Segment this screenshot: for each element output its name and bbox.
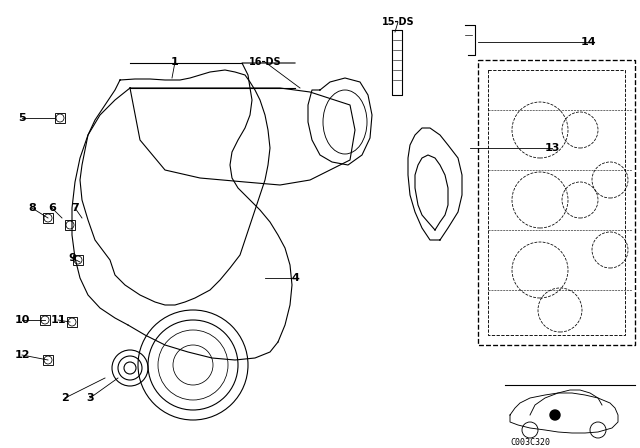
Bar [40,315,50,325]
Bar [73,255,83,265]
Text: C003C320: C003C320 [510,438,550,447]
Text: 8: 8 [28,203,36,213]
Text: 6: 6 [48,203,56,213]
Text: 3: 3 [86,393,94,403]
Text: 16-DS: 16-DS [249,57,282,67]
Text: 12: 12 [14,350,29,360]
Text: 2: 2 [61,393,69,403]
Text: 10: 10 [14,315,29,325]
Text: 13: 13 [544,143,560,153]
Circle shape [550,410,560,420]
Bar [65,220,75,230]
Text: 4: 4 [291,273,299,283]
Text: 1: 1 [171,57,179,67]
Text: 11: 11 [51,315,66,325]
Text: 15-DS: 15-DS [381,17,414,27]
Bar [55,113,65,123]
Text: 14: 14 [580,37,596,47]
Bar [67,317,77,327]
Text: 7: 7 [71,203,79,213]
Text: 9: 9 [68,253,76,263]
Bar [43,213,53,223]
Bar [43,355,53,365]
Text: 5: 5 [18,113,26,123]
